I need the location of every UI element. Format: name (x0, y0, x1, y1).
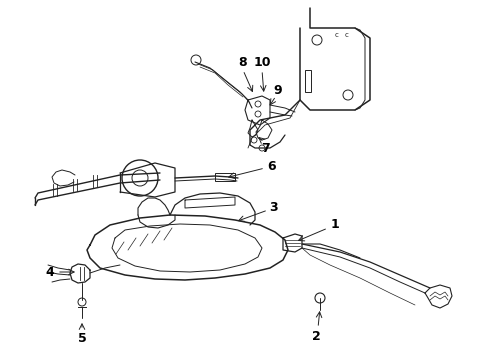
Text: 2: 2 (312, 329, 320, 342)
Text: 8: 8 (239, 55, 247, 68)
Text: 4: 4 (46, 266, 54, 279)
Bar (305, 70, 311, 92)
Text: c: c (345, 32, 349, 38)
Text: 1: 1 (331, 217, 340, 230)
Text: 10: 10 (253, 55, 271, 68)
Text: c: c (335, 32, 339, 38)
Text: 6: 6 (268, 159, 276, 172)
Text: 7: 7 (261, 141, 270, 154)
Text: 9: 9 (274, 84, 282, 96)
Text: 5: 5 (77, 332, 86, 345)
Bar (215, 173, 235, 181)
Text: 3: 3 (270, 201, 278, 213)
